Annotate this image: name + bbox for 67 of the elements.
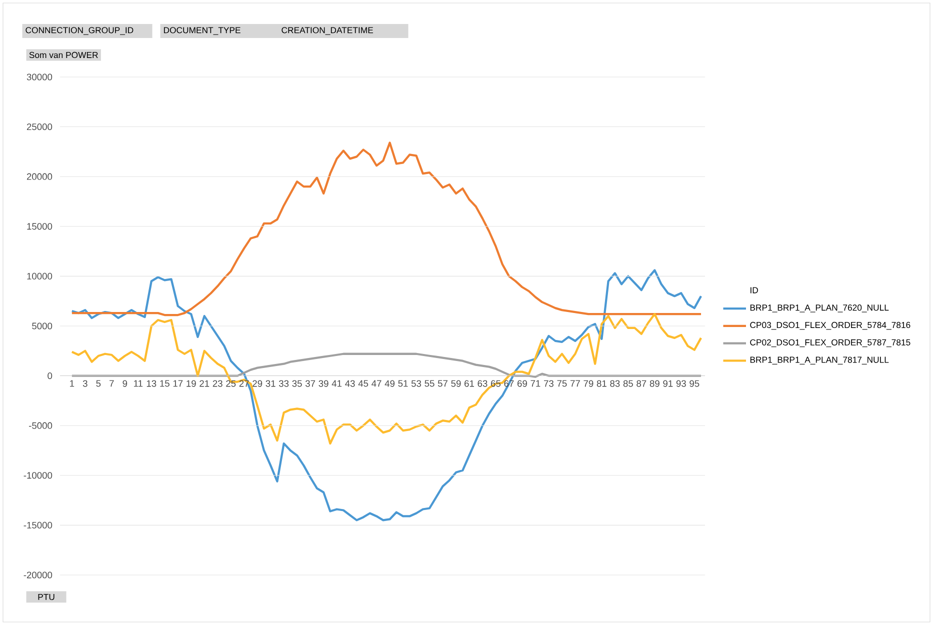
x-tick-label: 79 [584,380,594,387]
x-tick-label: 55 [424,380,434,387]
x-tick-label: 13 [146,380,156,387]
x-tick-label: 29 [252,380,262,387]
x-tick-label: 53 [411,380,422,387]
y-tick-label: 30000 [26,74,52,80]
text: CREATION_DATETIME [282,27,374,35]
x-tick-label: 69 [518,380,527,387]
y-tick-label: 5000 [32,322,52,330]
x-tick-label: 35 [292,380,302,387]
y-tick-label: -15000 [24,522,52,528]
x-tick-label: 77 [570,380,580,387]
x-tick-label: 59 [451,380,461,387]
x-tick-label: 51 [398,380,408,387]
legend-label: CP02_DSO1_FLEX_ORDER_5787_7815 [750,339,910,348]
x-tick-label: 83 [610,380,620,387]
legend-label: CP03_DSO1_FLEX_ORDER_5784_7816 [750,322,910,330]
x-tick-label: 45 [358,380,368,387]
y-tick-label: 25000 [26,124,52,130]
legend-title: ID [750,287,758,294]
x-tick-label: 61 [464,380,474,387]
x-tick-label: 33 [278,380,289,387]
x-tick-label: 17 [173,380,183,387]
x-tick-label: 85 [623,380,633,387]
x-tick-label: 81 [596,380,606,387]
x-tick-label: 63 [478,380,488,387]
x-tick-label: 9 [122,380,128,387]
y-tick-label: -10000 [24,472,52,479]
x-tick-label: 39 [318,380,328,387]
x-tick-label: 95 [690,380,700,387]
x-tick-label: 47 [372,380,382,387]
x-tick-label: 15 [160,380,170,387]
legend-label: BRP1_BRP1_A_PLAN_7620_NULL [750,304,889,312]
x-tick-label: 7 [110,380,114,387]
y-axis-title: Som van POWER [29,52,98,58]
x-axis-title: PTU [38,594,54,600]
x-tick-label: 57 [438,380,448,387]
x-tick-label: 19 [186,380,196,387]
y-tick-label: 20000 [26,173,52,180]
x-tick-label: 1 [70,380,74,387]
x-tick-label: 87 [636,380,646,387]
x-tick-label: 93 [676,380,686,387]
legend-label: BRP1_BRP1_A_PLAN_7817_NULL [750,356,889,364]
x-tick-label: 71 [530,380,540,387]
text: CONNECTION_GROUP_ID [26,27,134,35]
y-tick-label: 0 [48,372,52,380]
x-tick-label: 43 [345,380,355,387]
x-tick-label: 37 [305,380,316,387]
y-tick-label: 10000 [27,272,52,280]
x-tick-label: 3 [82,380,88,387]
y-tick-label: -20000 [24,572,52,578]
x-tick-label: 49 [384,380,395,387]
x-tick-label: 23 [212,380,222,387]
x-tick-label: 11 [134,380,143,387]
x-tick-label: 31 [266,380,276,387]
x-tick-label: 21 [200,380,210,387]
x-tick-label: 5 [96,380,101,387]
y-tick-label: 15000 [27,223,52,230]
x-tick-label: 41 [332,380,342,387]
y-tick-label: -5000 [29,422,52,429]
line-series [70,312,702,445]
text: DOCUMENT_TYPE [164,27,240,35]
x-tick-label: 89 [650,380,660,387]
x-tick-label: 65 [491,380,501,387]
x-tick-label: 75 [557,380,567,387]
x-tick-label: 73 [544,380,554,387]
x-tick-label: 91 [663,380,673,387]
